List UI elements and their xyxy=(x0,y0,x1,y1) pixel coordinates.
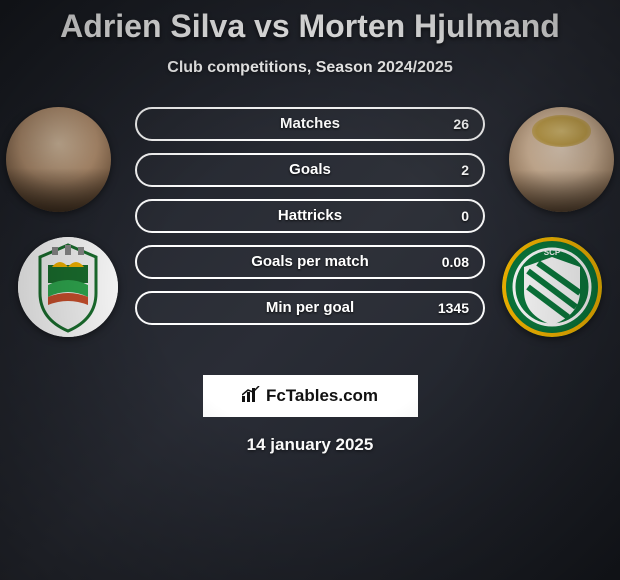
rio-ave-crest-icon xyxy=(18,237,118,337)
stat-bars: Matches 26 Goals 2 Hattricks 0 Goals per… xyxy=(135,107,485,337)
stat-row: Goals 2 xyxy=(135,153,485,187)
face-icon xyxy=(509,107,614,212)
stat-label: Goals per match xyxy=(137,247,483,277)
subtitle: Club competitions, Season 2024/2025 xyxy=(0,59,620,77)
fctables-logo: FcTables.com xyxy=(203,375,418,417)
stat-row: Hattricks 0 xyxy=(135,199,485,233)
stat-label: Min per goal xyxy=(137,293,483,323)
stat-right-value: 0.08 xyxy=(442,247,469,277)
stat-right-value: 1345 xyxy=(438,293,469,323)
stat-row: Goals per match 0.08 xyxy=(135,245,485,279)
stat-right-value: 0 xyxy=(461,201,469,231)
stat-right-value: 2 xyxy=(461,155,469,185)
stat-row: Min per goal 1345 xyxy=(135,291,485,325)
comparison-area: SCP Matches 26 Goals 2 Hattricks 0 Goals… xyxy=(0,107,620,367)
stat-label: Matches xyxy=(137,109,483,139)
club-right-crest: SCP xyxy=(502,237,602,337)
stat-row: Matches 26 xyxy=(135,107,485,141)
svg-text:SCP: SCP xyxy=(544,248,561,257)
snapshot-date: 14 january 2025 xyxy=(0,435,620,455)
sporting-crest-icon: SCP xyxy=(502,237,602,337)
player-left-avatar xyxy=(6,107,111,212)
stat-label: Hattricks xyxy=(137,201,483,231)
face-icon xyxy=(6,107,111,212)
club-left-crest xyxy=(18,237,118,337)
bar-chart-icon xyxy=(242,386,260,407)
player-right-avatar xyxy=(509,107,614,212)
logo-text: FcTables.com xyxy=(266,386,378,406)
stat-label: Goals xyxy=(137,155,483,185)
page-title: Adrien Silva vs Morten Hjulmand xyxy=(0,0,620,45)
stat-right-value: 26 xyxy=(453,109,469,139)
